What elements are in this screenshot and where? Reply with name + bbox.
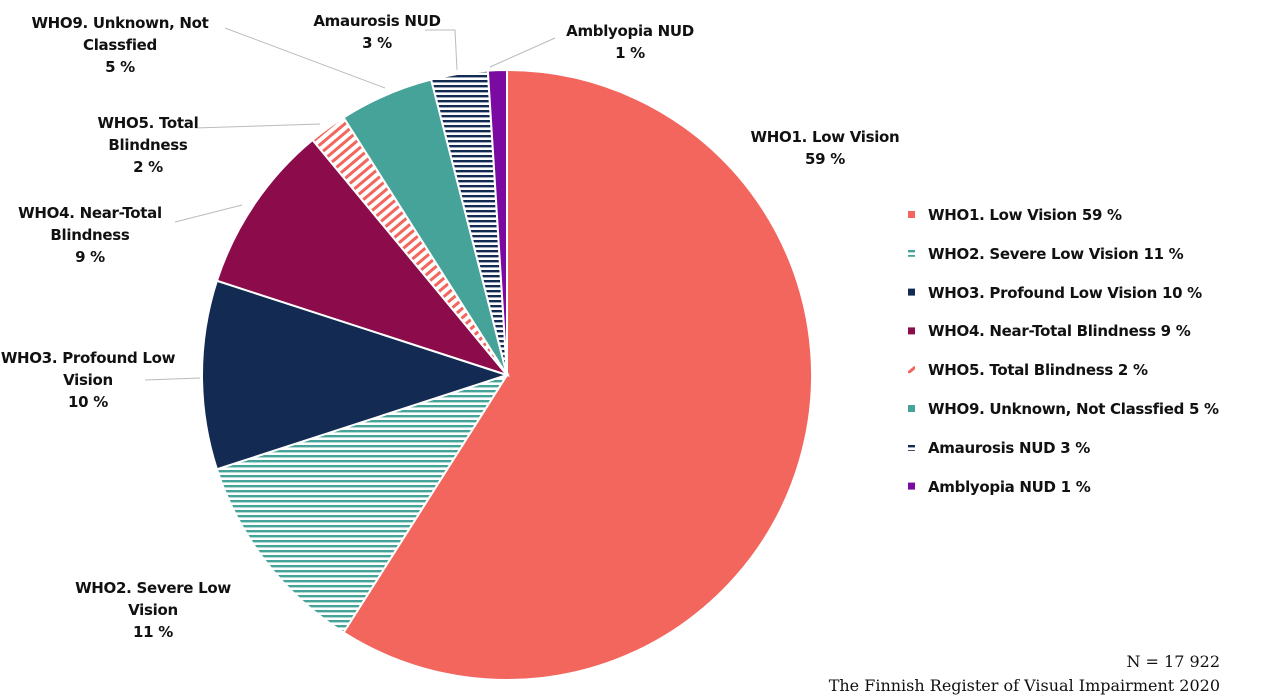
- legend-entry: WHO5. Total Blindness 2 %: [928, 361, 1148, 379]
- legend-name: Amaurosis NUD: [928, 438, 1056, 457]
- slice-label: WHO1. Low Vision 59 %: [725, 126, 925, 170]
- legend-swatch: [908, 405, 915, 412]
- legend-value: 11 %: [1143, 244, 1184, 263]
- legend-name: WHO5. Total Blindness: [928, 361, 1113, 380]
- slice-label-name: Amblyopia NUD: [566, 22, 694, 40]
- slice-label-name: WHO2. Severe Low Vision: [75, 579, 231, 619]
- slice-label-name: WHO9. Unknown, Not Classfied: [31, 14, 209, 54]
- slice-label-name: WHO5. Total Blindness: [97, 114, 199, 154]
- legend-name: WHO2. Severe Low Vision: [928, 244, 1139, 263]
- note: N = 17 922: [1126, 652, 1220, 671]
- legend-value: 9 %: [1160, 322, 1191, 341]
- pie-slice: [215, 373, 510, 634]
- slice-label-value: 5 %: [105, 58, 135, 76]
- legend-entry: WHO9. Unknown, Not Classfied 5 %: [928, 400, 1219, 418]
- pie-slice: [215, 138, 510, 378]
- legend-name: WHO4. Near-Total Blindness: [928, 322, 1156, 341]
- slice-label-name: WHO4. Near-Total Blindness: [18, 204, 162, 244]
- leader-line: [425, 29, 458, 71]
- pie-slice: [486, 68, 508, 376]
- legend-name: WHO3. Profound Low Vision: [928, 283, 1158, 302]
- legend-swatch: [908, 366, 915, 374]
- legend-swatch: [908, 482, 915, 490]
- slice-label-value: 3 %: [362, 34, 392, 52]
- leader-line: [174, 204, 243, 223]
- leader-line: [144, 377, 201, 381]
- legend-name: Amblyopia NUD: [928, 477, 1056, 496]
- slice-label: WHO9. Unknown, Not Classfied 5 %: [20, 12, 220, 78]
- slice-label: WHO5. Total Blindness 2 %: [73, 112, 223, 178]
- legend-value: 5 %: [1188, 400, 1219, 418]
- legend-swatch: [908, 211, 915, 218]
- legend-swatch: [908, 288, 915, 296]
- leader-line: [489, 37, 556, 68]
- pie-slice: [201, 279, 511, 471]
- legend-entry: Amblyopia NUD 1 %: [928, 477, 1091, 496]
- legend-value: 2 %: [1117, 361, 1148, 380]
- legend-entry: WHO2. Severe Low Vision 11 %: [928, 244, 1184, 263]
- legend-swatch: [908, 249, 915, 257]
- note: The Finnish Register of Visual Impairmen…: [828, 676, 1220, 695]
- legend-entry: WHO3. Profound Low Vision 10 %: [928, 284, 1202, 302]
- slice-label-value: 10 %: [68, 393, 108, 411]
- legend-swatch: [908, 327, 915, 335]
- leader-line: [224, 27, 386, 89]
- slice-label: Amblyopia NUD 1 %: [530, 20, 730, 64]
- pie-slice: [342, 68, 813, 681]
- legend-entry: WHO1. Low Vision 59 %: [928, 206, 1122, 224]
- slice-label: WHO4. Near-Total Blindness 9 %: [0, 202, 190, 268]
- legend-value: 3 %: [1060, 438, 1090, 457]
- slice-label-value: 2 %: [133, 158, 163, 176]
- legend-name: WHO1. Low Vision: [928, 206, 1077, 224]
- slice-label-name: WHO3. Profound Low Vision: [0, 349, 176, 389]
- slice-label-name: Amaurosis NUD: [313, 12, 441, 30]
- slice-label: WHO3. Profound Low Vision 10 %: [0, 347, 188, 413]
- slice-label: Amaurosis NUD 3 %: [277, 10, 477, 54]
- slice-label-value: 1 %: [615, 44, 645, 62]
- legend-value: 1 %: [1060, 477, 1091, 496]
- leader-line: [194, 123, 321, 129]
- legend-name: WHO9. Unknown, Not Classfied: [928, 400, 1185, 418]
- legend-swatch: [908, 443, 915, 451]
- legend-value: 59 %: [1081, 206, 1122, 224]
- legend-entry: Amaurosis NUD 3 %: [928, 439, 1090, 457]
- legend-value: 10 %: [1161, 283, 1202, 302]
- slice-label-value: 59 %: [805, 150, 845, 168]
- slice-label: WHO2. Severe Low Vision 11 %: [53, 577, 253, 643]
- slice-label-name: WHO1. Low Vision: [750, 128, 900, 146]
- slice-label-value: 11 %: [133, 623, 173, 641]
- slice-label-value: 9 %: [75, 248, 105, 266]
- legend-entry: WHO4. Near-Total Blindness 9 %: [928, 322, 1191, 341]
